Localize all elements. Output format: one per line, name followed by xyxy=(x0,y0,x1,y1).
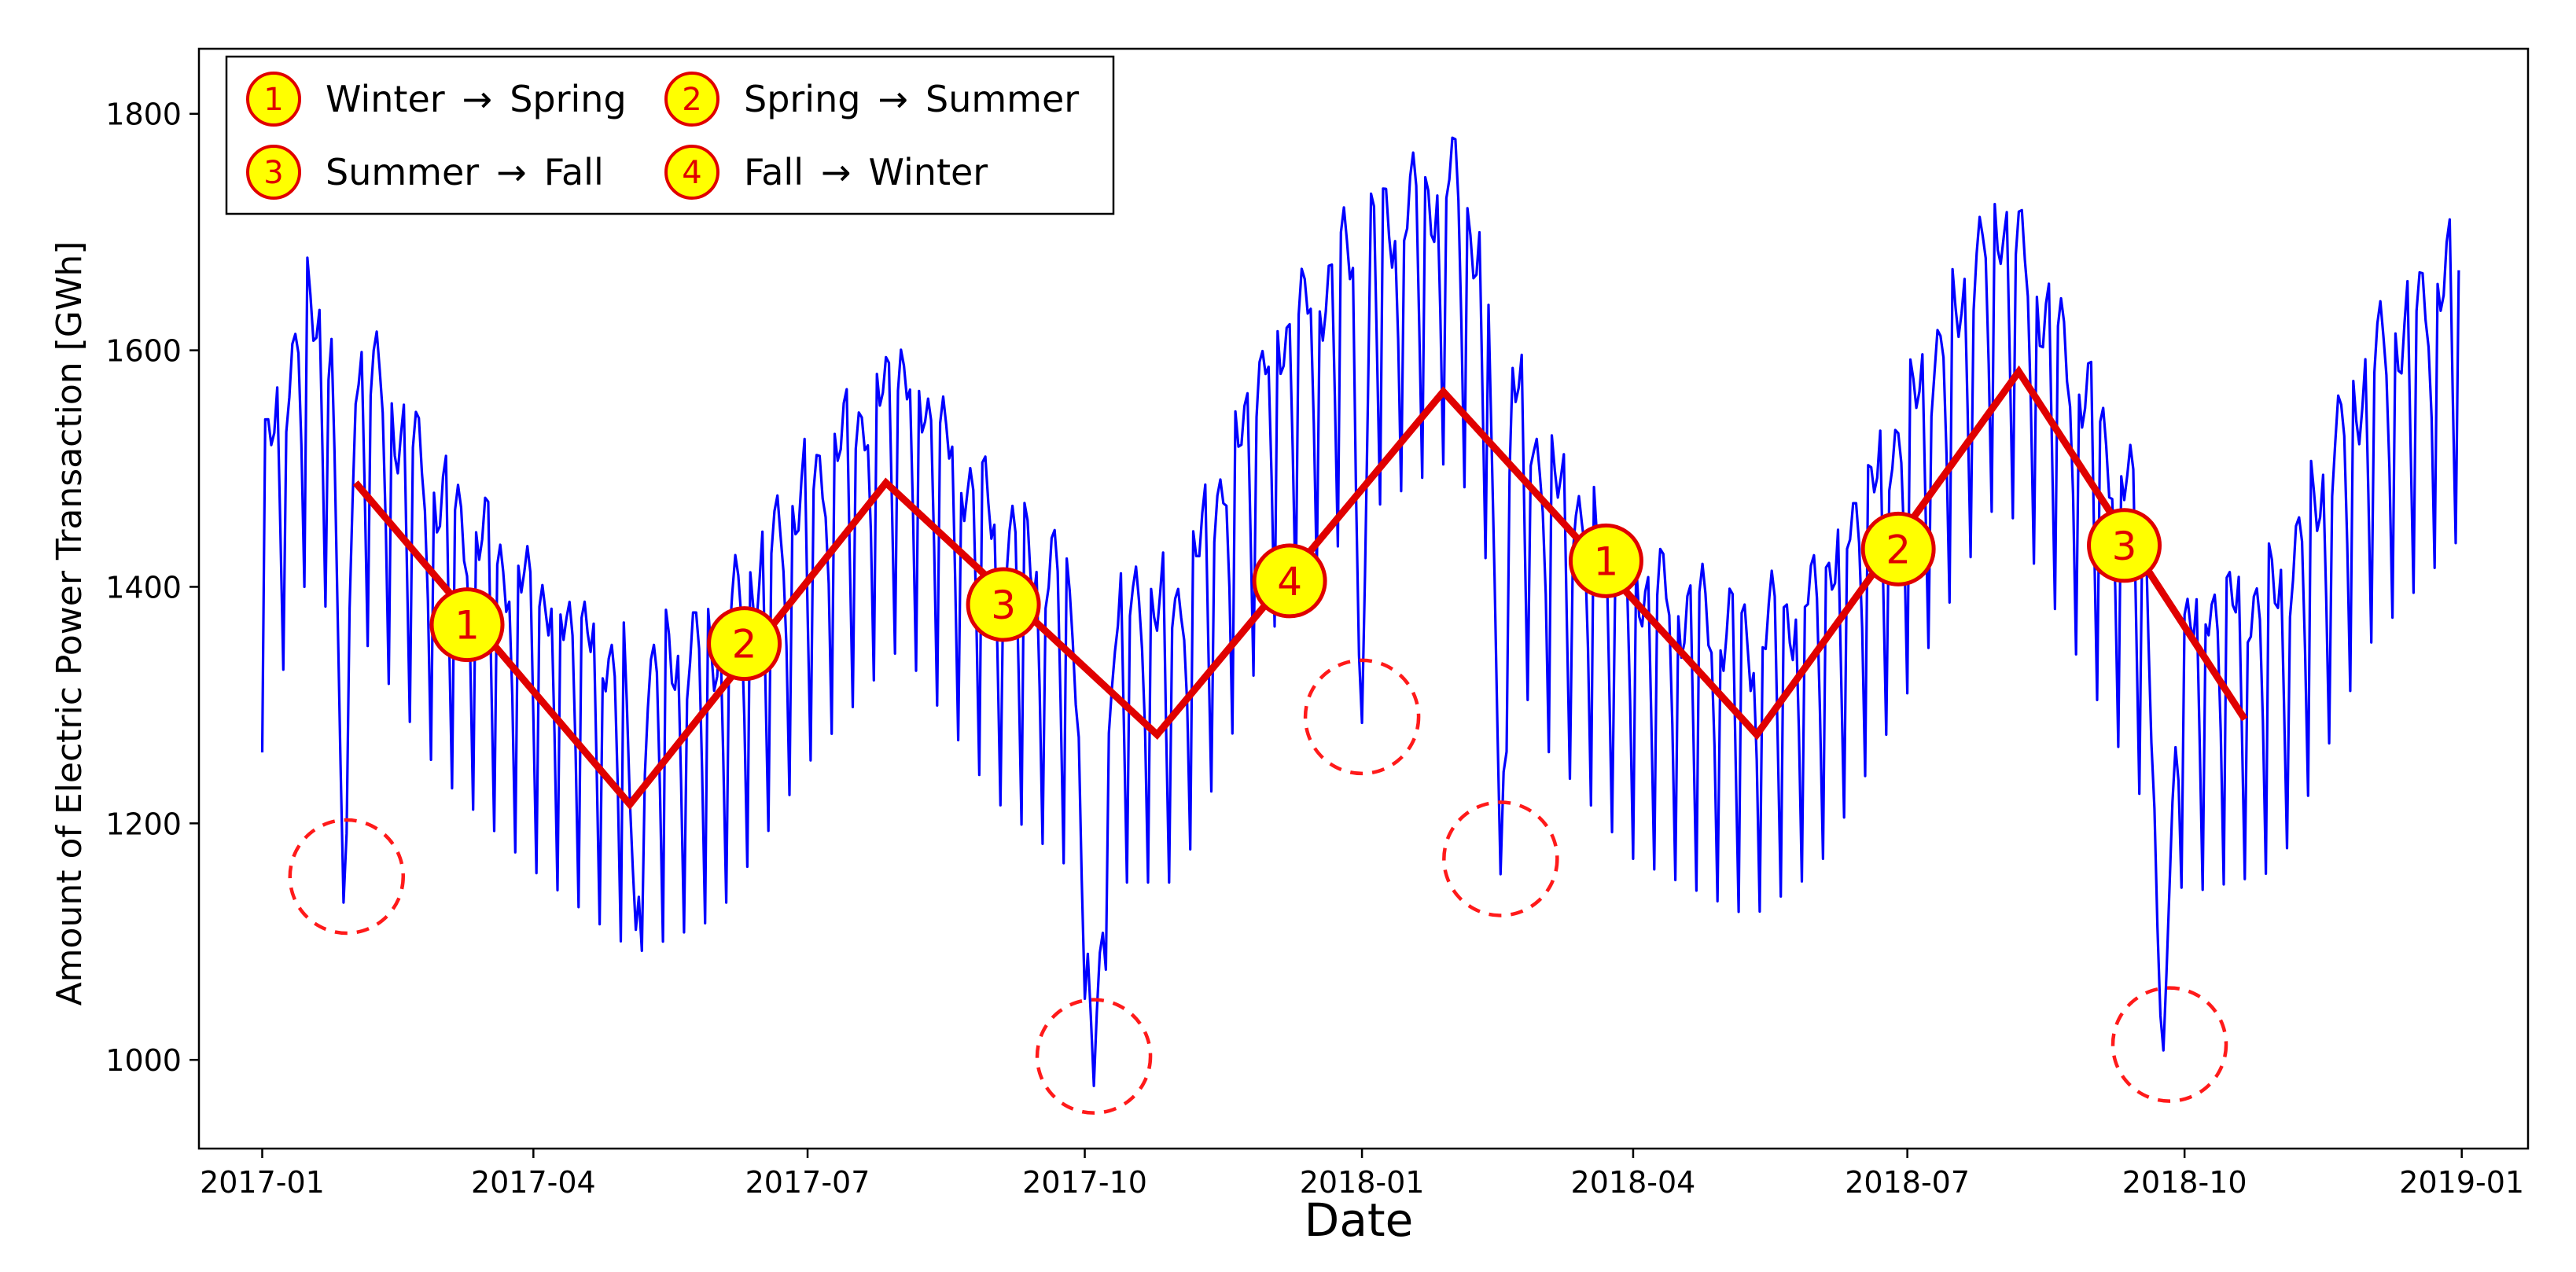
season-marker-circle xyxy=(1568,523,1643,598)
x-tick-label: 2017-10 xyxy=(1022,1165,1147,1200)
y-axis: 1000 1200 1400 1600 1800 xyxy=(105,97,199,1078)
season-marker-3: 4 xyxy=(1252,543,1327,619)
anomaly-circle-2 xyxy=(1303,658,1421,776)
y-tick-label: 1800 xyxy=(105,97,182,132)
season-markers: 1 2 3 4 1 2 3 xyxy=(429,508,2162,682)
season-marker-label: 1 xyxy=(454,603,480,649)
legend-entry-2: 2 Spring → Summer xyxy=(664,72,1079,127)
legend-from: Spring xyxy=(744,78,860,120)
x-tick-label: 2018-01 xyxy=(1300,1165,1425,1200)
season-marker-1: 2 xyxy=(707,606,782,682)
anomaly-circle-1 xyxy=(1035,998,1153,1115)
legend-entry-1: 1 Winter → Spring xyxy=(246,72,627,127)
legend-entry-4: 4 Fall → Winter xyxy=(664,145,988,200)
legend-arrow: → xyxy=(821,151,852,193)
legend-marker-circle xyxy=(246,72,301,127)
legend-entry-text: Spring → Summer xyxy=(744,78,1079,120)
x-tick-label: 2017-04 xyxy=(471,1165,596,1200)
legend-to: Summer xyxy=(926,78,1079,120)
anomaly-circle-4 xyxy=(2110,986,2228,1103)
x-tick-label: 2017-07 xyxy=(745,1165,870,1200)
anomaly-circle-0 xyxy=(288,818,406,936)
x-tick-label: 2018-10 xyxy=(2122,1165,2247,1200)
legend-arrow: → xyxy=(878,78,908,120)
anomaly-circle-3 xyxy=(1442,800,1559,917)
legend-entry-3: 3 Summer → Fall xyxy=(246,145,604,200)
x-axis: 2017-01 2017-04 2017-07 2017-10 2018-01 2018-… xyxy=(200,1149,2524,1200)
season-marker-circle xyxy=(966,567,1041,642)
y-tick-label: 1000 xyxy=(105,1043,182,1078)
x-tick-label: 2018-07 xyxy=(1845,1165,1970,1200)
legend-arrow: → xyxy=(496,151,527,193)
season-marker-4: 1 xyxy=(1568,523,1643,598)
season-marker-circle xyxy=(2087,508,2162,583)
season-marker-0: 1 xyxy=(429,587,505,663)
x-axis-label: Date xyxy=(1305,1193,1414,1247)
legend-marker-label: 3 xyxy=(263,155,283,191)
season-marker-label: 2 xyxy=(1886,527,1911,572)
anomaly-circles xyxy=(288,658,2228,1115)
legend-marker-label: 2 xyxy=(682,82,701,118)
legend-from: Fall xyxy=(744,151,804,193)
legend-entry-text: Summer → Fall xyxy=(326,151,604,193)
data-layer xyxy=(260,136,2460,1087)
legend-marker-label: 4 xyxy=(682,155,701,191)
season-marker-circle xyxy=(429,587,505,663)
y-tick-label: 1200 xyxy=(105,807,182,841)
y-axis-label: Amount of Electric Power Transaction [GW… xyxy=(50,241,90,1006)
x-tick-label: 2017-01 xyxy=(200,1165,325,1200)
season-marker-2: 3 xyxy=(966,567,1041,642)
season-marker-5: 2 xyxy=(1860,511,1936,586)
season-marker-label: 3 xyxy=(991,583,1016,628)
season-marker-circle xyxy=(1860,511,1936,586)
x-tick-label: 2018-04 xyxy=(1571,1165,1696,1200)
plot-border xyxy=(197,47,2530,1150)
y-tick-label: 1600 xyxy=(105,334,182,369)
season-marker-label: 2 xyxy=(732,622,757,667)
season-marker-label: 3 xyxy=(2112,524,2137,569)
legend-to: Fall xyxy=(544,151,604,193)
season-marker-label: 4 xyxy=(1277,559,1302,605)
legend-to: Spring xyxy=(510,78,626,120)
legend-marker-circle xyxy=(664,145,719,200)
legend-marker-label: 1 xyxy=(263,82,283,118)
plot-frame xyxy=(197,47,2530,1150)
legend-arrow: → xyxy=(462,78,493,120)
series-line-0 xyxy=(260,136,2460,1087)
legend-to: Winter xyxy=(869,151,988,193)
legend-from: Winter xyxy=(326,78,445,120)
y-tick-label: 1400 xyxy=(105,570,182,605)
legend-from: Summer xyxy=(326,151,479,193)
season-marker-circle xyxy=(1252,543,1327,619)
season-marker-6: 3 xyxy=(2087,508,2162,583)
legend-entry-text: Fall → Winter xyxy=(744,151,988,193)
legend-entry-text: Winter → Spring xyxy=(326,78,627,120)
legend-marker-circle xyxy=(246,145,301,200)
x-tick-label: 2019-01 xyxy=(2399,1165,2524,1200)
legend-marker-circle xyxy=(664,72,719,127)
season-marker-label: 1 xyxy=(1594,539,1619,584)
season-marker-circle xyxy=(707,606,782,682)
